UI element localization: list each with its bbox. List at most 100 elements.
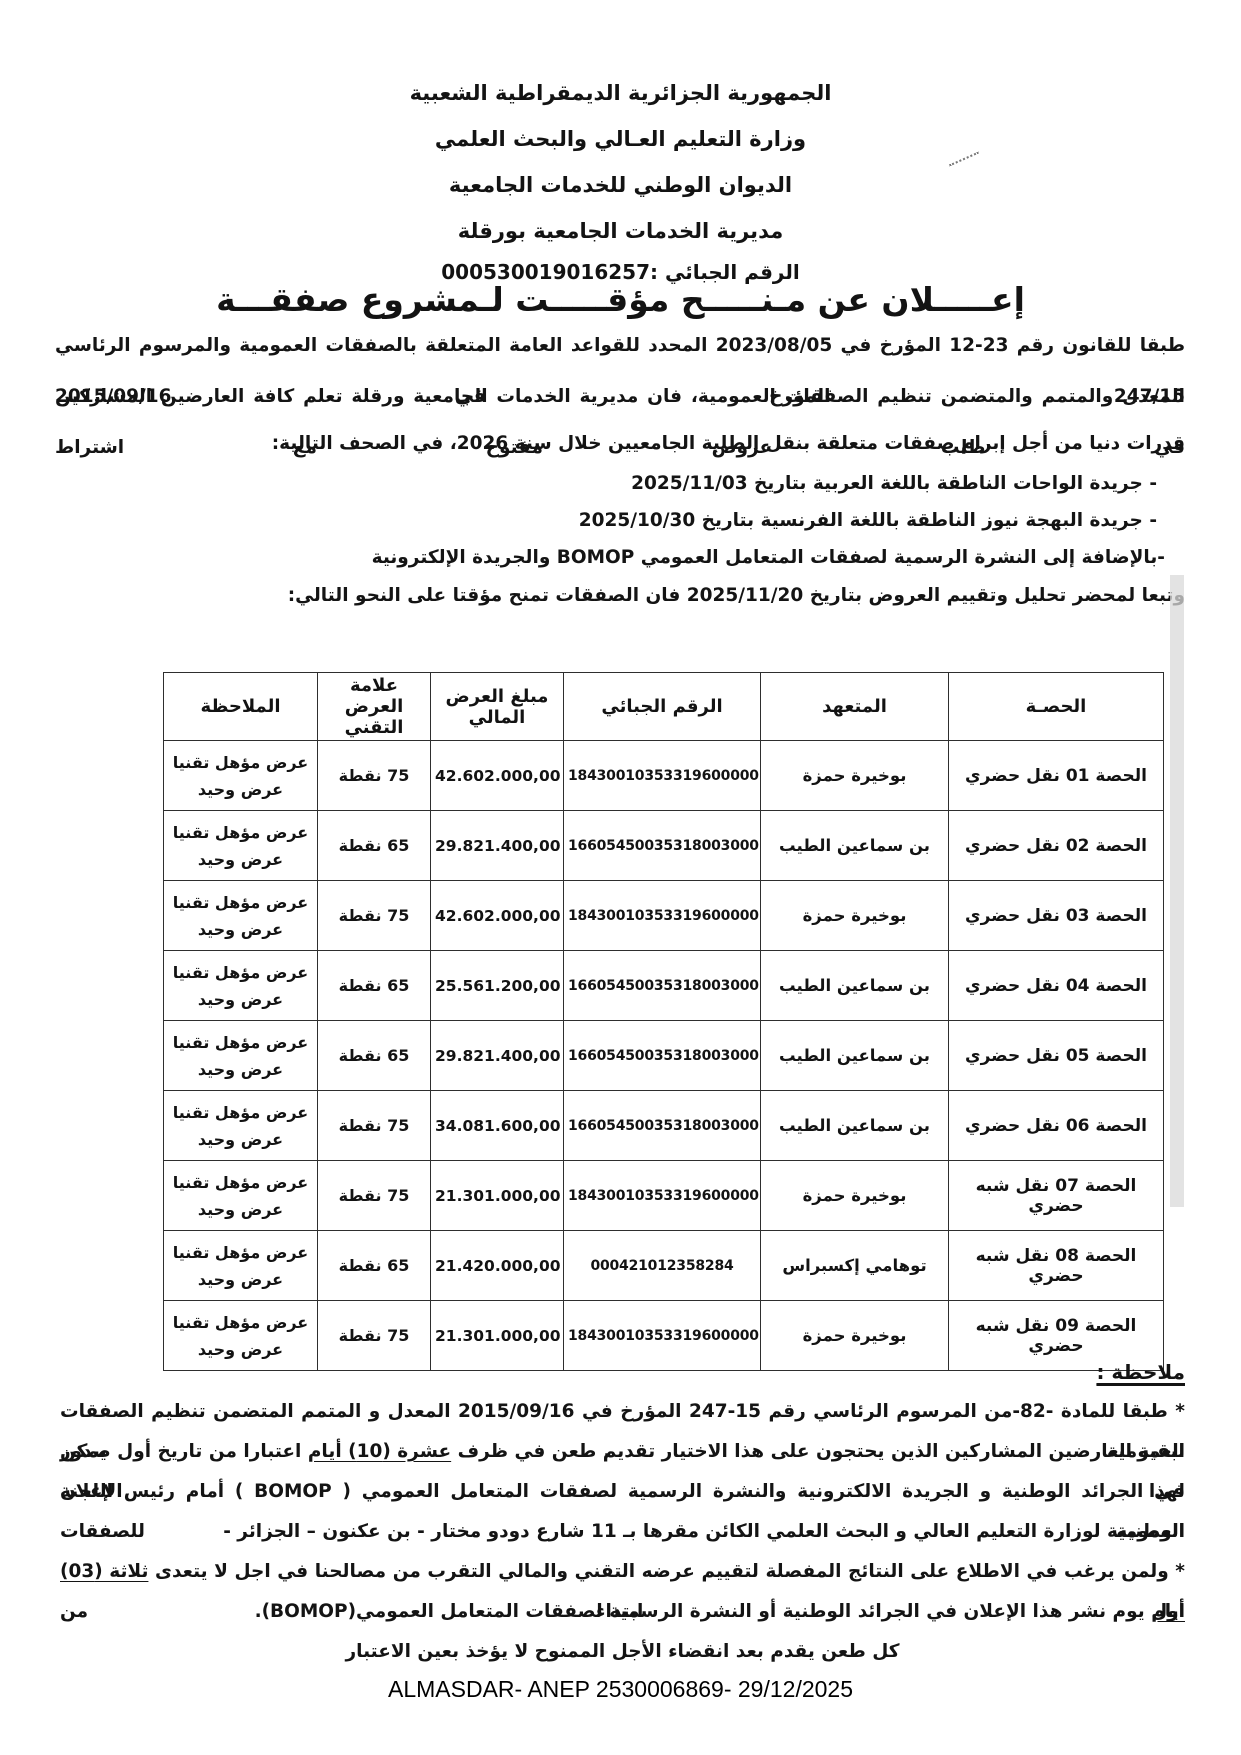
cell-contractor: توهامي إكسبراس [760, 1230, 949, 1301]
cell-contractor: بن سماعين الطيب [760, 1090, 949, 1161]
cell-note: عرض مؤهل تقنيا عرض وحيد [163, 1090, 318, 1161]
cell-score: 75 نقطة [317, 740, 431, 811]
cell-amount: 21.301.000,00 [430, 1300, 564, 1371]
col-header-lot: الحصـة [948, 672, 1164, 741]
note-line: في الجرائد الوطنية و الجريدة الالكترونية… [60, 1481, 1185, 1542]
col-header-tax-number: الرقم الجبائي [563, 672, 761, 741]
cell-note: عرض مؤهل تقنيا عرض وحيد [163, 740, 318, 811]
header-republic-line: الجمهورية الجزائرية الديمقراطية الشعبية [409, 81, 832, 105]
cell-tax-number: 18430010353319600000 [563, 740, 761, 811]
cell-amount: 25.561.200,00 [430, 950, 564, 1021]
cell-lot: الحصة 08 نقل شبه حضري [948, 1230, 1164, 1301]
note-line: لبقية العارضين المشاركين الذين يحتجون عل… [60, 1432, 1185, 1502]
note-line: أول يوم نشر هذا الإعلان في الجرائد الوطن… [254, 1601, 1185, 1622]
cell-note: عرض مؤهل تقنيا عرض وحيد [163, 1020, 318, 1091]
cell-note: عرض مؤهل تقنيا عرض وحيد [163, 810, 318, 881]
cell-score: 65 نقطة [317, 950, 431, 1021]
cell-tax-number: 18430010353319600000 [563, 1300, 761, 1371]
cell-note: عرض مؤهل تقنيا عرض وحيد [163, 1160, 318, 1231]
header-ministry-line: وزارة التعليم العـالي والبحث العلمي [434, 127, 807, 151]
col-header-amount: مبلغ العرض المالي [430, 672, 564, 741]
cell-contractor: بن سماعين الطيب [760, 810, 949, 881]
cell-contractor: بوخيرة حمزة [760, 1300, 949, 1371]
intro-line: طبقا للقانون رقم 23-12 المؤرخ في 2023/08… [55, 335, 1186, 407]
note-underlined-deadline: ثلاثة (03) أيام [60, 1561, 1185, 1622]
table-row: الحصة 01 نقل حضري بوخيرة حمزة 1843001035… [163, 740, 1164, 811]
cell-score: 75 نقطة [317, 1300, 431, 1371]
cell-lot: الحصة 05 نقل حضري [948, 1020, 1164, 1091]
cell-note: عرض مؤهل تقنيا عرض وحيد [163, 1230, 318, 1301]
note-closing-line: كل طعن يقدم بعد انقضاء الأجل الممنوح لا … [345, 1641, 900, 1662]
table-row: الحصة 02 نقل حضري بن سماعين الطيب 166054… [163, 810, 1164, 881]
note-text: لبقية العارضين المشاركين الذين يحتجون عل… [451, 1441, 1185, 1462]
cell-lot: الحصة 07 نقل شبه حضري [948, 1160, 1164, 1231]
cell-contractor: بوخيرة حمزة [760, 740, 949, 811]
cell-tax-number: 18430010353319600000 [563, 880, 761, 951]
header-tax-id-line: الرقم الجبائي :000530019016257 [441, 260, 800, 284]
cell-amount: 21.301.000,00 [430, 1160, 564, 1231]
header-directorate-line: مديرية الخدمات الجامعية بورقلة [457, 219, 784, 243]
bomop-line: -بالإضافة إلى النشرة الرسمية لصفقات المت… [371, 547, 1165, 568]
page-title: إعـــــلان عن مـنـــــح مؤقـــــت لـمشرو… [216, 280, 1025, 319]
table-row: الحصة 03 نقل حضري بوخيرة حمزة 1843001035… [163, 880, 1164, 951]
table-row: الحصة 07 نقل شبه حضري بوخيرة حمزة 184300… [163, 1160, 1164, 1231]
cell-amount: 42.602.000,00 [430, 880, 564, 951]
scanner-shadow-strip [1170, 575, 1184, 1207]
cell-score: 75 نقطة [317, 880, 431, 951]
newspaper-item-french: - جريدة البهجة نيوز الناطقة باللغة الفرن… [578, 510, 1157, 531]
cell-tax-number: 16605450035318003000 [563, 950, 761, 1021]
cell-amount: 34.081.600,00 [430, 1090, 564, 1161]
note-text: اعتبارا من تاريخ أول صدور لهذا الإعلان [60, 1441, 1185, 1502]
cell-lot: الحصة 06 نقل حضري [948, 1090, 1164, 1161]
table-row: الحصة 08 نقل شبه حضري توهامي إكسبراس 000… [163, 1230, 1164, 1301]
cell-tax-number: 16605450035318003000 [563, 810, 761, 881]
intro-paragraph: طبقا للقانون رقم 23-12 المؤرخ في 2023/08… [55, 320, 1185, 616]
cell-tax-number: 16605450035318003000 [563, 1090, 761, 1161]
cell-amount: 29.821.400,00 [430, 810, 564, 881]
cell-score: 65 نقطة [317, 810, 431, 881]
cell-lot: الحصة 03 نقل حضري [948, 880, 1164, 951]
cell-tax-number: 16605450035318003000 [563, 1020, 761, 1091]
cell-amount: 29.821.400,00 [430, 1020, 564, 1091]
intro-line: المعدل والمتمم والمتضمن تنظيم الصفقات ال… [55, 386, 1185, 458]
cell-amount: 21.420.000,00 [430, 1230, 564, 1301]
table-header-row: الحصـة المتعهد الرقم الجبائي مبلغ العرض … [163, 672, 1164, 741]
header-office-line: الديوان الوطني للخدمات الجامعية [448, 173, 793, 197]
note-line: * ولمن يرغب في الاطلاع على النتائج المفص… [60, 1552, 1185, 1622]
cell-lot: الحصة 09 نقل شبه حضري [948, 1300, 1164, 1371]
note-underlined-deadline: عشرة (10) أيام [307, 1441, 452, 1462]
cell-contractor: بوخيرة حمزة [760, 880, 949, 951]
notes-title-text: ملاحظة : [1096, 1360, 1185, 1384]
cell-lot: الحصة 04 نقل حضري [948, 950, 1164, 1021]
award-table: الحصـة المتعهد الرقم الجبائي مبلغ العرض … [163, 672, 1164, 1371]
note-line: * طبقا للمادة -82-من المرسوم الرئاسي رقم… [60, 1401, 1185, 1462]
cell-amount: 42.602.000,00 [430, 740, 564, 811]
col-header-note: الملاحظة [163, 672, 318, 741]
table-row: الحصة 05 نقل حضري بن سماعين الطيب 166054… [163, 1020, 1164, 1091]
intro-line: قدرات دنيا من أجل إبرام صفقات متعلقة بنق… [271, 433, 1185, 454]
document-header: الجمهورية الجزائرية الديمقراطية الشعبية … [0, 70, 1241, 290]
table-row: الحصة 04 نقل حضري بن سماعين الطيب 166054… [163, 950, 1164, 1021]
cell-contractor: بن سماعين الطيب [760, 950, 949, 1021]
cell-score: 75 نقطة [317, 1090, 431, 1161]
cell-tax-number: 000421012358284 [563, 1230, 761, 1301]
table-row: الحصة 09 نقل شبه حضري بوخيرة حمزة 184300… [163, 1300, 1164, 1371]
cell-lot: الحصة 01 نقل حضري [948, 740, 1164, 811]
newspaper-item-arabic: - جريدة الواحات الناطقة باللغة العربية ب… [631, 473, 1157, 494]
anep-credit-line: ALMASDAR- ANEP 2530006869- 29/12/2025 [388, 1676, 853, 1702]
cell-note: عرض مؤهل تقنيا عرض وحيد [163, 880, 318, 951]
note-text: * ولمن يرغب في الاطلاع على النتائج المفص… [148, 1561, 1185, 1582]
cell-contractor: بن سماعين الطيب [760, 1020, 949, 1091]
cell-score: 65 نقطة [317, 1020, 431, 1091]
cell-tax-number: 18430010353319600000 [563, 1160, 761, 1231]
note-line: العمومية لوزارة التعليم العالي و البحث ا… [223, 1521, 1185, 1542]
evaluation-line: وتبعا لمحضر تحليل وتقييم العروض بتاريخ 2… [287, 585, 1185, 606]
notes-title: ملاحظة : [60, 1352, 1185, 1392]
cell-note: عرض مؤهل تقنيا عرض وحيد [163, 1300, 318, 1371]
cell-contractor: بوخيرة حمزة [760, 1160, 949, 1231]
notes-section: ملاحظة : * طبقا للمادة -82-من المرسوم ال… [60, 1352, 1185, 1672]
table-row: الحصة 06 نقل حضري بن سماعين الطيب 166054… [163, 1090, 1164, 1161]
col-header-score: علامة العرض التقني [317, 672, 431, 741]
cell-lot: الحصة 02 نقل حضري [948, 810, 1164, 881]
